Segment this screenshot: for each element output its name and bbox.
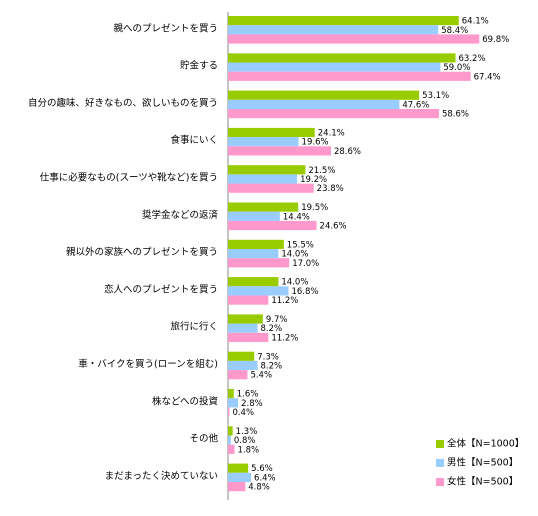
value-label: 6.4% bbox=[254, 473, 276, 483]
bar bbox=[228, 277, 279, 287]
legend-label: 女性【N=500】 bbox=[447, 476, 518, 488]
bar bbox=[228, 16, 459, 26]
value-label: 23.8% bbox=[317, 184, 344, 194]
category-label: 旅行に行く bbox=[170, 321, 218, 333]
bar bbox=[228, 90, 420, 100]
value-label: 64.1% bbox=[462, 17, 489, 27]
bar bbox=[228, 314, 263, 324]
bar bbox=[228, 202, 299, 212]
bar bbox=[228, 239, 284, 249]
value-label: 2.8% bbox=[241, 399, 263, 409]
bar bbox=[228, 165, 306, 175]
value-label: 59.0% bbox=[443, 63, 470, 73]
bar bbox=[228, 249, 279, 259]
legend-swatch bbox=[436, 440, 444, 448]
value-label: 1.3% bbox=[236, 427, 258, 437]
value-label: 14.4% bbox=[283, 212, 310, 222]
bar bbox=[228, 351, 255, 361]
bar bbox=[228, 137, 299, 147]
category-label: 恋人へのプレゼントを買う bbox=[104, 283, 218, 295]
category-label: 奨学金などの返済 bbox=[142, 209, 219, 221]
bar bbox=[228, 332, 269, 342]
value-label: 21.5% bbox=[308, 166, 335, 176]
bar bbox=[228, 109, 439, 119]
value-label: 47.6% bbox=[402, 100, 429, 110]
bar bbox=[228, 482, 246, 492]
bar bbox=[228, 295, 269, 305]
category-label: 貯金する bbox=[180, 60, 218, 72]
bar bbox=[228, 71, 471, 81]
value-label: 5.4% bbox=[250, 371, 272, 381]
value-label: 8.2% bbox=[261, 362, 283, 372]
value-label: 11.2% bbox=[271, 296, 298, 306]
value-label: 17.0% bbox=[292, 259, 319, 269]
bar bbox=[228, 99, 400, 109]
category-label: その他 bbox=[189, 433, 218, 445]
bar bbox=[228, 146, 331, 156]
value-label: 58.4% bbox=[441, 26, 468, 36]
category-label: 仕事に必要なもの(スーツや靴など)を買う bbox=[40, 172, 218, 184]
bar bbox=[228, 286, 289, 296]
value-label: 11.2% bbox=[271, 333, 298, 343]
bar bbox=[228, 62, 441, 72]
bar bbox=[228, 435, 231, 445]
category-label: 親以外の家族へのプレゼントを買う bbox=[66, 246, 218, 258]
legend-label: 男性【N=500】 bbox=[447, 457, 518, 469]
bar bbox=[228, 211, 280, 221]
value-label: 67.4% bbox=[474, 72, 501, 82]
category-label: 親へのプレゼントを買う bbox=[113, 22, 218, 34]
value-label: 1.6% bbox=[237, 390, 259, 400]
value-label: 7.3% bbox=[257, 352, 279, 362]
value-label: 28.6% bbox=[334, 147, 361, 157]
category-label: 車・バイクを買う(ローンを組む) bbox=[78, 358, 218, 370]
bar bbox=[228, 444, 235, 454]
value-label: 19.6% bbox=[302, 138, 329, 148]
legend-label: 全体【N=1000】 bbox=[447, 438, 524, 450]
value-label: 53.1% bbox=[422, 91, 449, 101]
category-label: 自分の趣味、好きなもの、欲しいものを買う bbox=[28, 97, 218, 109]
value-label: 24.1% bbox=[318, 129, 345, 139]
bar bbox=[228, 53, 456, 63]
bar bbox=[228, 25, 439, 35]
bar bbox=[228, 472, 252, 482]
value-label: 63.2% bbox=[459, 54, 486, 64]
bar bbox=[228, 398, 239, 408]
value-label: 5.6% bbox=[251, 464, 273, 474]
value-label: 19.5% bbox=[301, 203, 328, 213]
legend-swatch bbox=[436, 478, 444, 486]
value-label: 0.4% bbox=[232, 408, 254, 418]
value-label: 8.2% bbox=[261, 324, 283, 334]
bar bbox=[228, 127, 315, 138]
category-label: まだまったく決めていない bbox=[105, 470, 218, 482]
bar bbox=[228, 407, 230, 417]
value-label: 15.5% bbox=[287, 240, 314, 250]
bar bbox=[228, 463, 249, 473]
value-label: 69.8% bbox=[482, 35, 509, 45]
legend-swatch bbox=[436, 459, 444, 467]
value-label: 4.8% bbox=[248, 483, 270, 493]
bar bbox=[228, 389, 234, 399]
bar bbox=[228, 258, 290, 268]
value-label: 24.6% bbox=[320, 222, 347, 232]
category-label: 株などへの投資 bbox=[152, 395, 218, 407]
bar bbox=[228, 360, 258, 371]
value-label: 9.7% bbox=[266, 315, 288, 325]
value-label: 1.8% bbox=[237, 445, 259, 455]
value-label: 58.6% bbox=[442, 110, 469, 120]
value-label: 14.0% bbox=[281, 250, 308, 260]
category-label: 食事にいく bbox=[170, 134, 218, 146]
bar bbox=[228, 323, 258, 333]
value-label: 19.2% bbox=[300, 175, 327, 185]
bar bbox=[228, 426, 233, 436]
bar bbox=[228, 34, 480, 44]
bar bbox=[228, 220, 317, 231]
value-label: 16.8% bbox=[291, 287, 318, 297]
value-label: 14.0% bbox=[281, 278, 308, 288]
bar bbox=[228, 370, 248, 380]
value-label: 0.8% bbox=[234, 436, 256, 446]
bar bbox=[228, 183, 314, 193]
bar bbox=[228, 174, 298, 184]
